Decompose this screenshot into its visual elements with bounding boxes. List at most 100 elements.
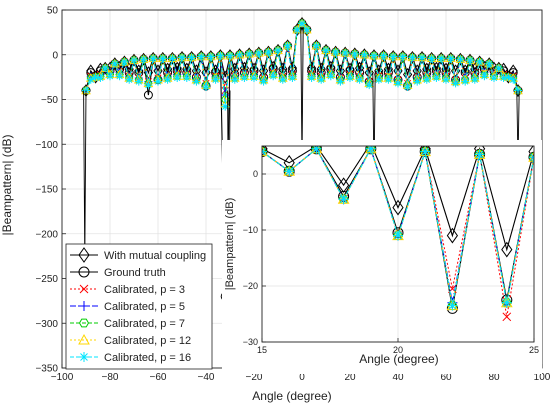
inset-point-calibrated-p-16 [420,146,431,157]
legend-entry-calibrated-p-5: Calibrated, p = 5 [70,301,185,313]
main-point-calibrated-p-16 [202,82,210,91]
main-point-calibrated-p-16 [216,51,225,60]
main-point-calibrated-p-16 [206,52,215,61]
main-point-calibrated-p-16 [365,81,374,90]
main-point-calibrated-p-16 [475,57,484,66]
main-point-calibrated-p-16 [422,75,431,84]
inset-point-with-mutual-coupling [528,146,534,160]
main-point-calibrated-p-16 [446,54,455,63]
main-point-calibrated-p-16 [91,73,100,82]
main-point-calibrated-p-16 [442,75,450,84]
main-ytick-label: −50 [41,95,58,106]
main-point-calibrated-p-16 [355,75,364,84]
legend-entry-calibrated-p-12: Calibrated, p = 12 [70,333,191,347]
main-point-calibrated-p-16 [307,74,316,83]
main-point-calibrated-p-16 [379,51,388,60]
main-point-calibrated-p-16 [288,74,297,83]
main-point-calibrated-p-16 [115,72,124,81]
main-xlabel: Angle (degree) [252,389,331,403]
legend-label: With mutual coupling [104,250,206,262]
main-point-calibrated-p-16 [470,75,479,84]
inset-point-calibrated-p-16 [338,194,349,205]
inset-point-calibrated-p-16 [311,146,322,154]
main-point-calibrated-p-16 [432,74,441,83]
main-xtick-label: 60 [440,372,452,383]
inset-point-calibrated-p-16 [365,146,376,154]
main-point-calibrated-p-16 [187,53,196,62]
inset-ylabel: |Beampattern| (dB) [224,198,236,291]
main-point-calibrated-p-16 [336,77,345,86]
main-point-calibrated-p-16 [178,53,186,62]
main-point-calibrated-p-16 [139,55,148,64]
main-point-calibrated-p-16 [245,49,254,58]
main-point-calibrated-p-16 [130,56,138,65]
inset-point-with-mutual-coupling [337,177,350,194]
inset-ytick-label: −30 [243,337,258,347]
legend-entry-ground-truth: Ground truth [70,266,166,279]
main-point-calibrated-p-16 [509,75,518,84]
inset-point-with-mutual-coupling [501,241,513,258]
main-xtick-label: 0 [299,372,305,383]
main-point-calibrated-p-16 [427,54,436,63]
legend-box [65,243,213,370]
legend-label: Calibrated, p = 7 [104,318,185,330]
main-point-calibrated-p-16 [437,54,446,63]
main-xtick-label: 80 [488,372,500,383]
main-point-calibrated-p-16 [485,59,494,68]
inset-xtick-label: 20 [393,345,403,355]
main-point-calibrated-p-16 [394,79,402,88]
main-ytick-label: 0 [52,50,58,61]
legend-marker-asterisk [79,352,89,362]
legend-entry-with-mutual-coupling: With mutual coupling [70,247,206,263]
main-point-calibrated-p-16 [494,64,503,73]
legend-label: Calibrated, p = 3 [104,284,185,296]
main-point-calibrated-p-16 [408,53,417,62]
inset-series-line-calibrated-p-16 [262,147,534,306]
inset-point-with-mutual-coupling [392,199,404,216]
main-point-calibrated-p-16 [168,54,177,63]
inset-series [262,146,534,322]
inset-xlabel: Angle (degree) [359,352,438,366]
main-xtick-label: −80 [102,372,119,383]
main-point-calibrated-p-16 [96,74,105,83]
main-point-calibrated-p-16 [86,75,95,84]
main-point-calibrated-p-16 [418,53,426,62]
main-point-calibrated-p-16 [192,77,201,86]
main-point-calibrated-p-16 [322,46,330,55]
main-xtick-label: −60 [150,372,167,383]
main-point-calibrated-p-16 [283,41,292,50]
main-ytick-label: −200 [35,229,58,240]
main-point-calibrated-p-16 [514,86,522,95]
main-point-calibrated-p-16 [106,72,114,81]
main-ytick-label: −100 [35,140,58,151]
legend-label: Calibrated, p = 5 [104,301,185,313]
main-point-calibrated-p-16 [221,102,230,111]
legend-marker-circle [78,266,90,278]
main-point-calibrated-p-16 [302,25,311,34]
main-ytick-label: −300 [35,319,58,330]
main-point-calibrated-p-16 [264,48,273,57]
main-point-calibrated-p-16 [461,77,470,86]
main-ytick-label: −150 [35,185,58,196]
legend-label: Calibrated, p = 12 [104,335,191,347]
main-point-calibrated-p-16 [149,54,158,63]
legend: With mutual coupling Ground truth Calibrat… [65,243,213,370]
main-point-calibrated-p-16 [346,74,354,83]
main-point-calibrated-p-16 [158,54,167,63]
legend-entry-calibrated-p-16: Calibrated, p = 16 [70,352,191,364]
main-point-calibrated-p-16 [466,56,474,65]
main-ytick-label: 50 [47,6,59,17]
main-point-calibrated-p-16 [173,74,182,83]
main-point-calibrated-p-16 [182,74,191,83]
main-point-calibrated-p-16 [504,73,513,82]
main-point-calibrated-p-16 [120,57,129,66]
main-xtick-label: −40 [198,372,215,383]
main-xtick-label: 40 [392,372,404,383]
main-point-calibrated-p-16 [235,50,244,59]
legend-marker-hexagon [78,318,90,328]
main-point-calibrated-p-16 [499,74,508,83]
main-point-calibrated-p-16 [374,75,383,84]
main-point-calibrated-p-16 [278,75,287,84]
main-ytick-label: −350 [35,364,58,375]
